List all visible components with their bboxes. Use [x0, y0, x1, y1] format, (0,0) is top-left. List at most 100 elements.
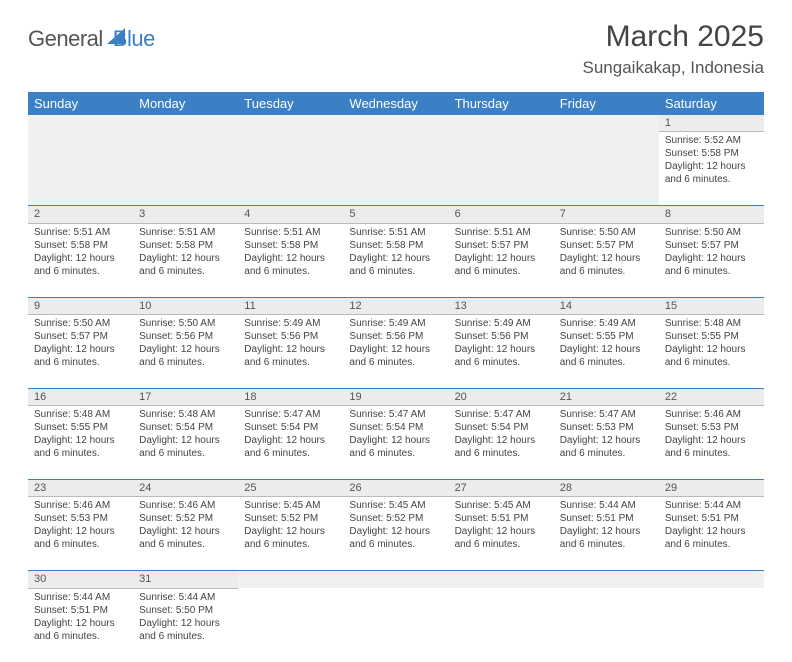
day-cell: Sunrise: 5:46 AMSunset: 5:52 PMDaylight:… [133, 497, 238, 571]
daylight-text: Daylight: 12 hours [560, 525, 653, 538]
sunrise-text: Sunrise: 5:50 AM [665, 226, 758, 239]
day-number [449, 115, 554, 132]
sunrise-text: Sunrise: 5:47 AM [560, 408, 653, 421]
day-number: 6 [449, 206, 554, 223]
sunset-text: Sunset: 5:53 PM [34, 512, 127, 525]
sunset-text: Sunset: 5:56 PM [139, 330, 232, 343]
sunrise-text: Sunrise: 5:52 AM [665, 134, 758, 147]
sunset-text: Sunset: 5:58 PM [34, 239, 127, 252]
day-number: 31 [133, 571, 238, 588]
day-number [133, 115, 238, 132]
day-cell: Sunrise: 5:47 AMSunset: 5:53 PMDaylight:… [554, 406, 659, 480]
day-number: 2 [28, 206, 133, 223]
day-cell [133, 132, 238, 206]
day-cell: Sunrise: 5:44 AMSunset: 5:51 PMDaylight:… [28, 588, 133, 662]
day-number [28, 115, 133, 132]
sunrise-text: Sunrise: 5:50 AM [560, 226, 653, 239]
title-block: March 2025 Sungaikakap, Indonesia [583, 20, 764, 78]
day-cell [343, 132, 448, 206]
logo-text-blue: Blue [113, 26, 155, 52]
day-cell [659, 588, 764, 662]
day-cell: Sunrise: 5:50 AMSunset: 5:57 PMDaylight:… [659, 223, 764, 297]
sunrise-text: Sunrise: 5:44 AM [139, 591, 232, 604]
day-number-row: 9101112131415 [28, 297, 764, 314]
day-number: 21 [554, 388, 659, 405]
day-cell: Sunrise: 5:45 AMSunset: 5:51 PMDaylight:… [449, 497, 554, 571]
day-cell [449, 588, 554, 662]
daylight-text: Daylight: 12 hours [560, 252, 653, 265]
daylight-text: Daylight: 12 hours [139, 252, 232, 265]
day-cell [238, 588, 343, 662]
daylight-text: Daylight: 12 hours [349, 525, 442, 538]
day-cell: Sunrise: 5:44 AMSunset: 5:51 PMDaylight:… [659, 497, 764, 571]
sunset-text: Sunset: 5:55 PM [560, 330, 653, 343]
daylight-text: and 6 minutes. [665, 447, 758, 460]
day-number-row: 1 [28, 115, 764, 132]
sunrise-text: Sunrise: 5:45 AM [349, 499, 442, 512]
day-number: 23 [28, 480, 133, 497]
day-number: 16 [28, 388, 133, 405]
sunrise-text: Sunrise: 5:49 AM [349, 317, 442, 330]
day-cell: Sunrise: 5:46 AMSunset: 5:53 PMDaylight:… [659, 406, 764, 480]
daylight-text: and 6 minutes. [560, 447, 653, 460]
day-cell [28, 132, 133, 206]
day-cell: Sunrise: 5:49 AMSunset: 5:56 PMDaylight:… [343, 314, 448, 388]
day-number-row: 23242526272829 [28, 480, 764, 497]
day-number: 13 [449, 297, 554, 314]
sunrise-text: Sunrise: 5:51 AM [34, 226, 127, 239]
day-cell [343, 588, 448, 662]
sunrise-text: Sunrise: 5:49 AM [244, 317, 337, 330]
sunset-text: Sunset: 5:54 PM [139, 421, 232, 434]
sunset-text: Sunset: 5:55 PM [34, 421, 127, 434]
week-row: Sunrise: 5:48 AMSunset: 5:55 PMDaylight:… [28, 406, 764, 480]
daylight-text: Daylight: 12 hours [349, 434, 442, 447]
logo: General Blue [28, 20, 155, 52]
sunset-text: Sunset: 5:52 PM [139, 512, 232, 525]
day-cell: Sunrise: 5:49 AMSunset: 5:56 PMDaylight:… [238, 314, 343, 388]
week-row: Sunrise: 5:46 AMSunset: 5:53 PM Daylight:… [28, 497, 764, 571]
daylight-text: Daylight: 12 hours [560, 343, 653, 356]
daylight-text: Daylight: 12 hours [34, 617, 127, 630]
daylight-text: and 6 minutes. [139, 356, 232, 369]
daylight-text: and 6 minutes. [139, 630, 232, 643]
daylight-text: Daylight: 12 hours [139, 525, 232, 538]
day-number [554, 571, 659, 588]
day-number [449, 571, 554, 588]
daylight-text: and 6 minutes. [34, 538, 127, 551]
sunrise-text: Sunrise: 5:48 AM [34, 408, 127, 421]
sunset-text: Sunset: 5:58 PM [665, 147, 758, 160]
daylight-text: Daylight: 12 hours [665, 343, 758, 356]
day-number: 25 [238, 480, 343, 497]
day-header: Sunday [28, 92, 133, 115]
sunset-text: Sunset: 5:52 PM [349, 512, 442, 525]
day-number [554, 115, 659, 132]
sunrise-text: Sunrise: 5:48 AM [139, 408, 232, 421]
day-cell: Sunrise: 5:48 AMSunset: 5:55 PMDaylight:… [659, 314, 764, 388]
day-header: Saturday [659, 92, 764, 115]
daylight-text: Daylight: 12 hours [244, 525, 337, 538]
daylight-text: and 6 minutes. [34, 447, 127, 460]
daylight-text: and 6 minutes. [455, 265, 548, 278]
day-number: 3 [133, 206, 238, 223]
sunset-text: Sunset: 5:50 PM [139, 604, 232, 617]
day-cell: Sunrise: 5:50 AMSunset: 5:57 PMDaylight:… [28, 314, 133, 388]
daylight-text: Daylight: 12 hours [455, 434, 548, 447]
daylight-text: Daylight: 12 hours [34, 252, 127, 265]
daylight-text: and 6 minutes. [349, 447, 442, 460]
daylight-text: and 6 minutes. [139, 538, 232, 551]
daylight-text: and 6 minutes. [34, 356, 127, 369]
sunrise-text: Sunrise: 5:46 AM [34, 499, 127, 512]
daylight-text: Daylight: 12 hours [665, 160, 758, 173]
day-header: Wednesday [343, 92, 448, 115]
day-number: 9 [28, 297, 133, 314]
sunset-text: Sunset: 5:58 PM [349, 239, 442, 252]
daylight-text: Daylight: 12 hours [349, 343, 442, 356]
header: General Blue March 2025 Sungaikakap, Ind… [28, 20, 764, 78]
day-number: 4 [238, 206, 343, 223]
sunrise-text: Sunrise: 5:49 AM [455, 317, 548, 330]
daylight-text: and 6 minutes. [34, 265, 127, 278]
daylight-text: and 6 minutes. [665, 538, 758, 551]
day-cell: Sunrise: 5:44 AMSunset: 5:51 PMDaylight:… [554, 497, 659, 571]
sunset-text: Sunset: 5:58 PM [139, 239, 232, 252]
day-cell: Sunrise: 5:49 AMSunset: 5:55 PMDaylight:… [554, 314, 659, 388]
